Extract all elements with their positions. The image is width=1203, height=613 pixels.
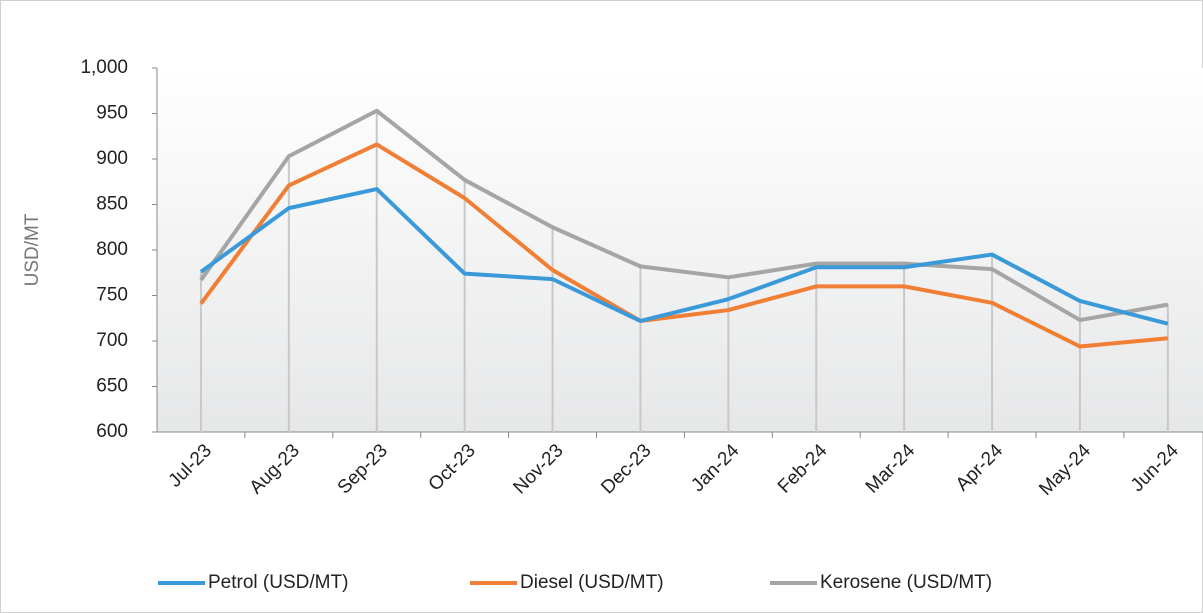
legend-label: Kerosene (USD/MT)	[820, 572, 992, 593]
series-line	[199, 142, 1169, 349]
y-tick-label: 600	[96, 421, 128, 442]
y-tick-label: 1,000	[80, 57, 128, 78]
y-tick-label: 950	[96, 103, 128, 124]
y-tick-label: 800	[96, 239, 128, 260]
y-axis-label: USD/MT	[22, 213, 43, 286]
plot-area	[157, 68, 1203, 432]
legend-label: Petrol (USD/MT)	[208, 572, 348, 593]
y-tick-label: 650	[96, 376, 128, 397]
y-tick-label: 850	[96, 194, 128, 215]
series-line	[199, 108, 1169, 323]
y-tick-label: 700	[96, 330, 128, 351]
y-tick-label: 900	[96, 148, 128, 169]
series-line	[199, 187, 1169, 326]
legend-label: Diesel (USD/MT)	[520, 572, 664, 593]
y-tick-label: 750	[96, 285, 128, 306]
